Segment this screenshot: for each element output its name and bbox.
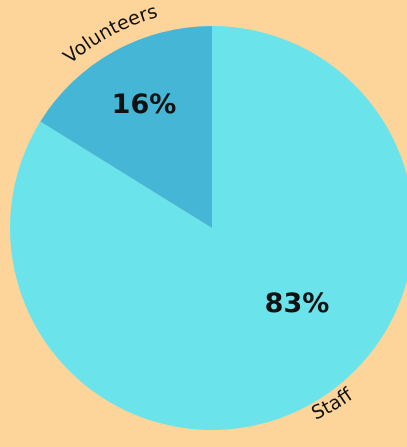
pie-slice-staff — [10, 26, 407, 430]
pie-slice-volunteers — [40, 26, 212, 228]
slice-value-label-staff: 83% — [265, 288, 330, 319]
slice-value-label-volunteers: 16% — [112, 89, 177, 120]
pie-slices — [10, 26, 407, 430]
